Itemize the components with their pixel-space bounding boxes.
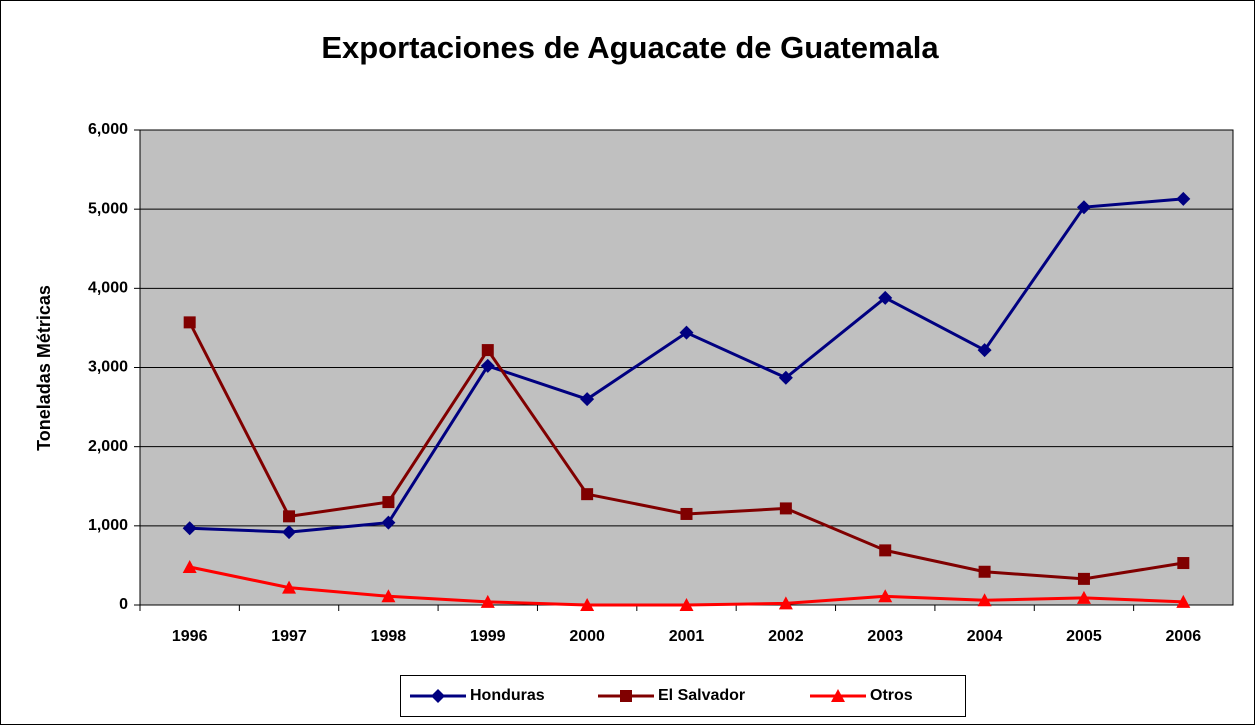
data-point <box>480 358 495 373</box>
data-point <box>580 598 595 611</box>
data-point <box>679 598 694 611</box>
data-point <box>580 392 595 407</box>
data-point <box>778 370 793 385</box>
legend-label: Otros <box>870 687 913 704</box>
data-point <box>481 344 494 357</box>
data-point <box>1076 590 1091 604</box>
data-point <box>183 316 196 329</box>
data-point <box>182 560 197 573</box>
y-tick-label: 1,000 <box>88 517 128 534</box>
data-point <box>978 565 991 578</box>
x-tick-label: 1999 <box>470 628 506 645</box>
y-tick-label: 6,000 <box>88 121 128 138</box>
data-point <box>1176 191 1191 206</box>
data-point <box>679 325 694 340</box>
data-point <box>977 343 992 358</box>
data-point <box>282 580 297 594</box>
data-point <box>1076 200 1091 215</box>
data-point <box>778 596 793 610</box>
data-point <box>381 589 396 603</box>
data-point <box>1176 594 1191 608</box>
data-point <box>779 502 792 515</box>
data-point <box>878 290 893 305</box>
data-point <box>480 594 495 608</box>
y-axis-label: Toneladas Métricas <box>34 285 54 451</box>
data-point <box>382 496 395 509</box>
data-point <box>182 521 197 536</box>
x-tick-label: 2005 <box>1066 628 1102 645</box>
data-point <box>879 544 892 557</box>
x-tick-label: 1996 <box>172 628 208 645</box>
x-tick-label: 2006 <box>1166 628 1202 645</box>
x-tick-label: 1998 <box>371 628 407 645</box>
y-tick-label: 5,000 <box>88 200 128 217</box>
legend-box <box>400 675 966 717</box>
x-tick-label: 2003 <box>867 628 903 645</box>
legend-marker <box>831 689 845 702</box>
y-tick-label: 4,000 <box>88 280 128 297</box>
data-point <box>282 525 297 540</box>
legend-marker <box>431 689 445 703</box>
data-point <box>381 515 396 530</box>
y-tick-label: 3,000 <box>88 359 128 376</box>
y-tick-label: 2,000 <box>88 438 128 455</box>
legend-label: El Salvador <box>658 687 745 704</box>
data-point <box>581 488 594 501</box>
data-point <box>1077 572 1090 585</box>
legend-label: Honduras <box>470 687 545 704</box>
x-tick-label: 2001 <box>669 628 705 645</box>
x-tick-label: 2002 <box>768 628 804 645</box>
x-tick-label: 2000 <box>569 628 605 645</box>
y-tick-label: 0 <box>119 596 128 613</box>
data-point <box>283 510 296 523</box>
chart-title: Exportaciones de Aguacate de Guatemala <box>321 30 939 65</box>
data-point <box>878 589 893 603</box>
data-point <box>680 507 693 520</box>
data-point <box>1177 557 1190 570</box>
data-point <box>977 593 992 607</box>
x-tick-label: 2004 <box>967 628 1003 645</box>
x-tick-label: 1997 <box>271 628 307 645</box>
legend-marker <box>620 690 632 702</box>
